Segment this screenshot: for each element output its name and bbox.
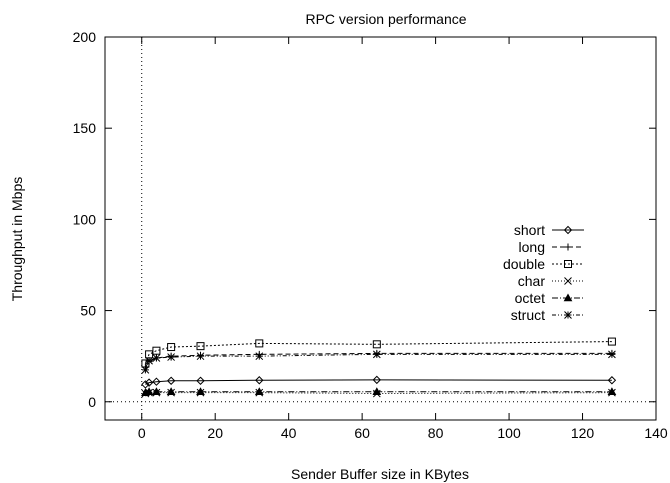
data-point-octet	[144, 387, 154, 396]
legend-label: long	[519, 239, 545, 255]
data-point-octet	[166, 387, 176, 396]
data-point-double	[607, 337, 616, 346]
legend-item-double: double	[503, 256, 584, 272]
x-tick-label: 80	[428, 425, 444, 441]
legend-marker-char	[564, 277, 572, 285]
y-tick-label: 100	[73, 211, 97, 227]
data-point-short	[255, 376, 264, 385]
legend-item-struct: struct	[511, 307, 584, 323]
legend-marker-double	[564, 260, 572, 268]
series-line-struct	[144, 353, 612, 371]
data-point-octet	[372, 387, 382, 396]
legend-label: octet	[515, 290, 545, 306]
data-point-short	[372, 375, 382, 385]
y-tick-label: 0	[88, 394, 96, 410]
data-point-struct	[167, 353, 175, 361]
data-point-octet	[196, 387, 205, 396]
data-point-double	[152, 346, 161, 355]
plot-frame	[104, 36, 657, 421]
legend-label: struct	[511, 307, 545, 323]
data-point-double	[255, 339, 264, 348]
data-point-struct	[145, 356, 153, 365]
series-octet	[141, 387, 617, 396]
legend-marker-struct	[564, 311, 572, 319]
series-struct	[141, 350, 616, 374]
x-tick-label: 120	[571, 425, 595, 441]
legend-label: char	[518, 273, 546, 289]
data-point-short	[166, 376, 176, 385]
legend-label: short	[514, 222, 545, 238]
data-point-struct	[141, 365, 150, 374]
legend-marker-octet	[563, 293, 573, 302]
data-point-struct	[196, 352, 205, 361]
data-point-octet	[254, 387, 264, 396]
axis-ticks: 0 20 40 60 80 100 120 140 0 50 100 150 200	[73, 29, 668, 441]
data-point-octet	[152, 387, 161, 396]
data-point-short	[152, 377, 161, 386]
x-tick-label: 0	[138, 425, 146, 441]
zero-lines	[105, 37, 656, 420]
data-point-short	[607, 376, 617, 385]
x-tick-label: 60	[354, 425, 370, 441]
legend-label: double	[503, 256, 545, 272]
y-tick-label: 50	[80, 303, 96, 319]
x-tick-label: 40	[281, 425, 297, 441]
legend-marker-short	[563, 225, 573, 235]
series-line-short	[145, 379, 612, 385]
x-tick-label: 20	[207, 425, 223, 441]
data-point-octet	[607, 387, 617, 396]
series-layer	[141, 337, 617, 398]
data-point-struct	[255, 352, 264, 361]
x-tick-label: 140	[644, 425, 668, 441]
chart-title: RPC version performance	[305, 11, 466, 27]
y-tick-label: 200	[73, 29, 97, 45]
legend-item-octet: octet	[515, 290, 584, 306]
x-tick-label: 100	[497, 425, 521, 441]
legend-item-short: short	[514, 222, 584, 238]
data-point-double	[196, 342, 205, 351]
data-point-short	[144, 378, 154, 387]
legend-item-long: long	[519, 239, 584, 255]
y-axis-title: Throughput in Mbps	[9, 177, 25, 302]
data-point-short	[196, 376, 205, 385]
legend-item-char: char	[518, 273, 584, 289]
data-point-struct	[152, 354, 161, 362]
series-short	[141, 375, 617, 389]
data-point-struct	[372, 350, 381, 359]
y-tick-label: 150	[73, 120, 97, 136]
data-point-struct	[608, 350, 616, 359]
data-point-short	[141, 380, 150, 389]
x-axis-title: Sender Buffer size in KBytes	[291, 466, 469, 482]
data-point-double	[167, 343, 176, 352]
legend-marker-long	[564, 243, 572, 251]
data-point-double	[372, 340, 381, 349]
series-line-long	[144, 352, 612, 368]
